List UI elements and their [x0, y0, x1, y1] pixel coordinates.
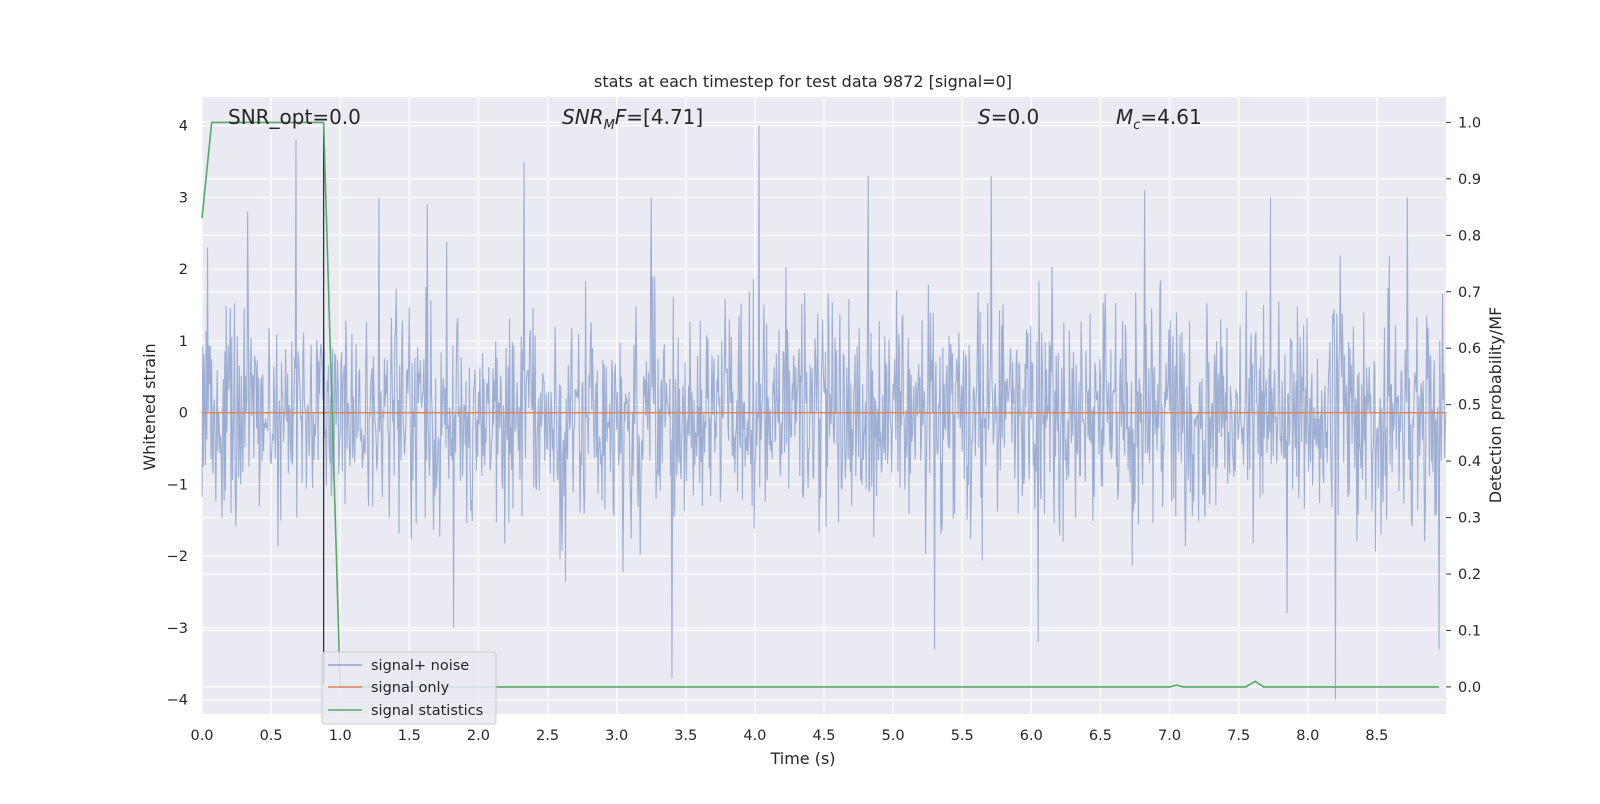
series-signal-statistics	[201, 121, 1440, 688]
legend: signal+ noise signal only signal statist…	[321, 651, 497, 725]
y-left-tick-label: 2	[179, 262, 188, 278]
y-axis-label-right: Detection probability/MF	[1486, 307, 1505, 504]
x-tick-label: 2.5	[536, 728, 559, 744]
annotation-mc: Mc=4.61	[1116, 105, 1202, 133]
y-right-tick-label: 0.6	[1458, 341, 1481, 357]
x-axis-label: Time (s)	[769, 749, 835, 768]
x-tick-label: 1.0	[329, 728, 352, 744]
signal-statistics-line	[201, 121, 1440, 688]
y-right-tick-label: 0.5	[1458, 398, 1481, 414]
x-tick-label: 7.5	[1227, 728, 1250, 744]
y-right-tick-label: 0.0	[1458, 680, 1481, 696]
y-left-tick-label: −2	[167, 549, 188, 565]
y-right-tick-label: 0.3	[1458, 511, 1481, 527]
y-axis-label-left: Whitened strain	[140, 343, 159, 470]
y-right-tick-label: 0.1	[1458, 623, 1481, 639]
left-y-axis-ticks: 4 3 2 1 0 −1 −2 −3 −4	[167, 119, 188, 709]
x-tick-label: 0.0	[190, 728, 213, 744]
y-left-tick-label: −3	[167, 621, 188, 637]
y-left-tick-label: −4	[167, 693, 188, 709]
x-tick-label: 7.0	[1158, 728, 1181, 744]
legend-label-signal-only: signal only	[371, 680, 450, 696]
x-tick-label: 3.0	[605, 728, 628, 744]
chart-title: stats at each timestep for test data 987…	[594, 72, 1012, 91]
x-tick-label: 8.5	[1365, 728, 1388, 744]
annotation-snr-mf-value: =[4.71]	[626, 105, 703, 129]
signal-noise-line	[201, 125, 1447, 700]
y-left-tick-label: −1	[167, 477, 188, 493]
right-y-axis-ticks: 1.0 0.9 0.8 0.7 0.6 0.5 0.4 0.3 0.2 0.1 0.0	[1446, 115, 1481, 696]
x-tick-label: 1.5	[398, 728, 421, 744]
x-tick-label: 4.0	[743, 728, 766, 744]
y-left-tick-label: 3	[179, 190, 188, 206]
y-right-tick-label: 0.7	[1458, 285, 1481, 301]
x-tick-label: 2.0	[467, 728, 490, 744]
annotation-mc-value: =4.61	[1140, 105, 1201, 129]
series-signal-noise	[201, 125, 1447, 700]
x-axis-ticks: 0.0 0.5 1.0 1.5 2.0 2.5 3.0 3.5 4.0 4.5 5.0 5.5 6.0 6…	[190, 728, 1388, 744]
x-tick-label: 5.0	[882, 728, 905, 744]
legend-label-signal-noise: signal+ noise	[371, 658, 469, 674]
y-right-tick-label: 0.9	[1458, 172, 1481, 188]
y-left-tick-label: 0	[179, 406, 188, 422]
y-left-tick-label: 4	[179, 119, 188, 135]
y-left-tick-label: 1	[179, 334, 188, 350]
y-right-tick-label: 0.8	[1458, 228, 1481, 244]
y-right-tick-label: 1.0	[1458, 115, 1481, 131]
x-tick-label: 0.5	[260, 728, 283, 744]
y-right-tick-label: 0.2	[1458, 567, 1481, 583]
annotation-snr-mf: SNRMF=[4.71]	[562, 105, 703, 133]
legend-box	[321, 651, 497, 725]
x-tick-label: 4.5	[812, 728, 835, 744]
y-right-tick-label: 0.4	[1458, 454, 1481, 470]
annotation-snr-opt: SNR_opt=0.0	[228, 105, 361, 129]
legend-label-signal-statistics: signal statistics	[371, 703, 483, 719]
x-tick-label: 8.0	[1296, 728, 1319, 744]
annotation-s-value: =0.0	[991, 105, 1040, 129]
x-tick-label: 6.0	[1020, 728, 1043, 744]
annotation-s: S=0.0	[978, 105, 1039, 129]
x-tick-label: 3.5	[674, 728, 697, 744]
x-tick-label: 5.5	[951, 728, 974, 744]
x-tick-label: 6.5	[1089, 728, 1112, 744]
